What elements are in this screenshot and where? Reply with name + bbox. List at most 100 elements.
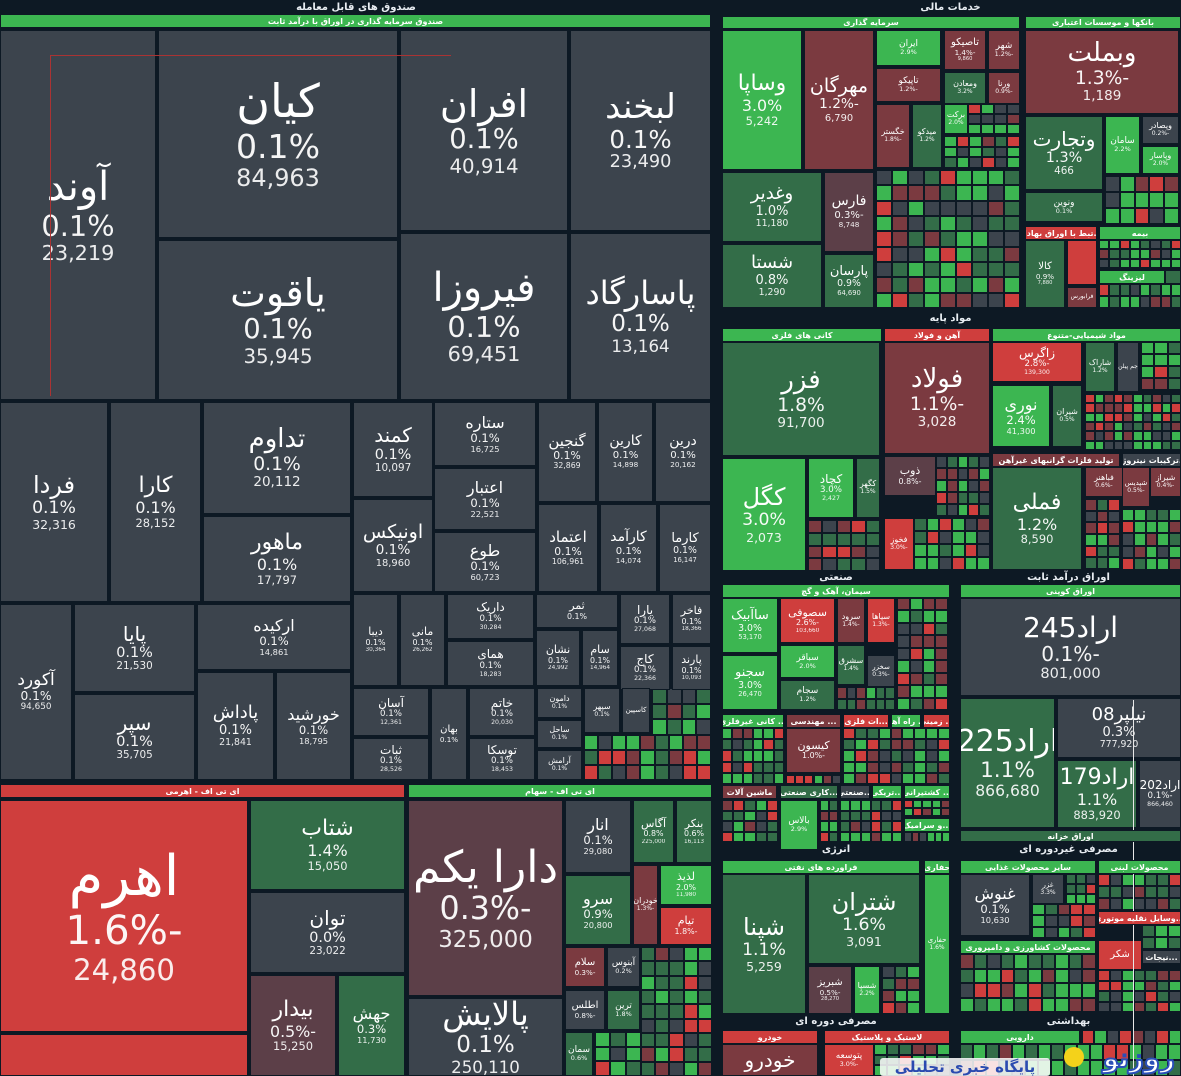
mini-tile[interactable] — [598, 735, 613, 750]
mini-tile[interactable] — [956, 277, 972, 293]
mini-tile[interactable] — [891, 831, 902, 842]
mini-tile[interactable] — [957, 468, 969, 480]
mini-tile[interactable] — [902, 739, 915, 751]
stock-tile[interactable]: آرامش 0.1% — [537, 750, 582, 780]
mini-tile[interactable] — [1155, 937, 1168, 949]
stock-tile[interactable]: جهش 0.3% 11,730 — [338, 975, 405, 1076]
mini-tile[interactable] — [1157, 545, 1170, 558]
mini-tile[interactable] — [850, 800, 861, 811]
mini-tile[interactable] — [1014, 968, 1028, 983]
mini-tile[interactable] — [1169, 557, 1181, 570]
mini-tile[interactable] — [641, 1018, 656, 1033]
mini-tile[interactable] — [1164, 192, 1179, 208]
mini-tile[interactable] — [1082, 954, 1096, 969]
mini-tile[interactable] — [988, 262, 1004, 278]
mini-tile[interactable] — [1113, 440, 1124, 450]
mini-tile[interactable] — [1004, 231, 1020, 247]
mini-tile[interactable] — [843, 728, 855, 740]
mini-tile[interactable] — [952, 557, 965, 570]
mini-tile[interactable] — [1051, 1044, 1064, 1060]
mini-tile[interactable] — [1004, 246, 1020, 262]
mini-tile[interactable] — [854, 772, 867, 784]
mini-tile[interactable] — [843, 739, 855, 751]
mini-tile[interactable] — [1133, 394, 1143, 404]
mini-tile[interactable] — [1104, 422, 1114, 432]
mini-tile[interactable] — [977, 544, 990, 557]
mini-tile[interactable] — [697, 975, 712, 990]
mini-tile[interactable] — [641, 1033, 656, 1048]
mini-tile[interactable] — [1133, 431, 1143, 441]
mini-tile[interactable] — [773, 750, 784, 762]
mini-tile[interactable] — [1133, 557, 1146, 570]
mini-tile[interactable] — [940, 185, 956, 201]
mini-tile[interactable] — [655, 990, 670, 1005]
mini-tile[interactable] — [972, 292, 988, 308]
mini-tile[interactable] — [813, 775, 823, 784]
mini-tile[interactable] — [973, 983, 988, 998]
mini-tile[interactable] — [977, 531, 990, 544]
mini-tile[interactable] — [881, 831, 892, 842]
mini-tile[interactable] — [1170, 296, 1181, 308]
mini-tile[interactable] — [697, 1061, 712, 1076]
mini-tile[interactable] — [1169, 1001, 1181, 1012]
mini-tile[interactable] — [860, 810, 871, 821]
mini-tile[interactable] — [1105, 176, 1120, 192]
stock-tile[interactable]: کالا 0.9% 7,880 — [1025, 240, 1065, 308]
stock-tile[interactable]: ساآبیک 3.0% 53,170 — [722, 598, 778, 653]
mini-tile[interactable] — [1094, 394, 1105, 404]
mini-tile[interactable] — [964, 544, 978, 557]
mini-tile[interactable] — [882, 966, 895, 978]
stock-tile[interactable]: فردا 0.1% 32,316 — [0, 402, 108, 602]
mini-tile[interactable] — [683, 1004, 698, 1019]
mini-tile[interactable] — [1004, 262, 1020, 278]
mini-tile[interactable] — [610, 1061, 626, 1076]
mini-tile[interactable] — [682, 750, 697, 765]
mini-tile[interactable] — [1085, 510, 1097, 523]
mini-tile[interactable] — [854, 750, 867, 762]
mini-tile[interactable] — [964, 518, 978, 531]
mini-tile[interactable] — [935, 610, 948, 623]
mini-tile[interactable] — [584, 750, 599, 765]
mini-tile[interactable] — [1141, 342, 1155, 354]
industry-header[interactable]: ... راه آهن — [891, 714, 921, 728]
mini-tile[interactable] — [612, 765, 627, 780]
mini-tile[interactable] — [878, 728, 891, 740]
mini-tile[interactable] — [1068, 954, 1083, 969]
mini-tile[interactable] — [1141, 366, 1155, 378]
mini-tile[interactable] — [1168, 925, 1181, 937]
mini-tile[interactable] — [878, 739, 891, 751]
mini-tile[interactable] — [926, 544, 940, 557]
stock-tile[interactable]: شپنا 1.1% 5,259 — [722, 874, 806, 1014]
mini-tile[interactable] — [1082, 983, 1096, 998]
mini-tile[interactable] — [926, 761, 939, 773]
mini-tile[interactable] — [981, 104, 994, 114]
mini-tile[interactable] — [1145, 980, 1158, 991]
mini-tile[interactable] — [640, 765, 655, 780]
mini-tile[interactable] — [668, 750, 683, 765]
mini-tile[interactable] — [669, 1033, 684, 1048]
stock-tile[interactable]: لبخند 0.1% 23,490 — [570, 30, 711, 231]
mini-tile[interactable] — [1109, 970, 1122, 981]
stock-tile[interactable]: بهان 0.1% — [431, 688, 467, 780]
mini-tile[interactable] — [641, 961, 656, 976]
industry-header[interactable]: حفاری — [924, 860, 950, 874]
mini-tile[interactable] — [668, 735, 683, 750]
stock-tile[interactable]: کگل 3.0% 2,073 — [722, 458, 806, 571]
mini-tile[interactable] — [1142, 394, 1153, 404]
mini-tile[interactable] — [952, 531, 965, 544]
mini-tile[interactable] — [669, 1004, 684, 1019]
industry-header[interactable]: بیمه — [1099, 226, 1181, 240]
mini-tile[interactable] — [1028, 968, 1042, 983]
mini-tile[interactable] — [878, 750, 891, 762]
mini-tile[interactable] — [1145, 874, 1158, 886]
mini-tile[interactable] — [922, 800, 932, 808]
mini-tile[interactable] — [722, 821, 734, 832]
stock-tile[interactable]: سجام 1.2% — [780, 680, 835, 710]
mini-tile[interactable] — [1007, 124, 1020, 134]
stock-tile[interactable]: فارس -0.3% 8,748 — [824, 172, 874, 252]
mini-tile[interactable] — [1085, 431, 1095, 441]
stock-tile[interactable]: ماهور 0.1% 17,797 — [203, 516, 351, 602]
mini-tile[interactable] — [1070, 926, 1084, 938]
mini-tile[interactable] — [1076, 894, 1086, 904]
mini-tile[interactable] — [902, 772, 915, 784]
